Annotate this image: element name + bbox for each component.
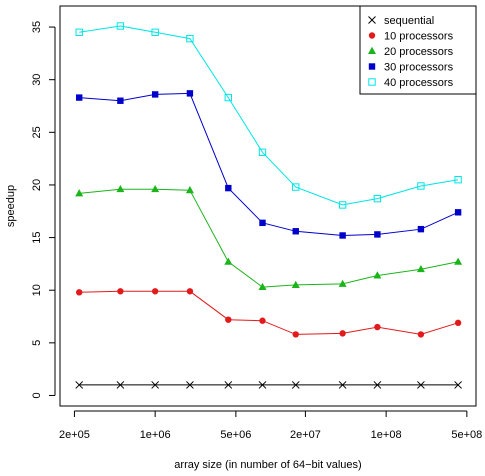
data-point: [259, 317, 266, 324]
legend-box: [359, 5, 477, 95]
data-point: [417, 182, 425, 190]
series-line: [79, 290, 459, 335]
data-point: [373, 381, 382, 389]
y-tick-label: 25: [31, 126, 43, 138]
data-point: [186, 34, 194, 43]
data-point: [76, 94, 83, 101]
data-point: [416, 264, 425, 273]
data-point: [454, 257, 463, 265]
data-point: [292, 183, 300, 191]
data-point: [373, 271, 382, 279]
legend: sequential 10 processors 20 processors 30 p…: [359, 5, 477, 95]
legend-marker: [368, 46, 376, 54]
data-point: [292, 331, 299, 338]
data-point: [224, 381, 233, 389]
data-point: [454, 381, 462, 389]
data-point: [417, 331, 425, 338]
legend-marker: [368, 63, 376, 70]
x-tick-label: 1e+08: [371, 429, 402, 441]
series-4: [75, 22, 462, 209]
legend-marker: [368, 16, 376, 24]
data-point: [291, 280, 300, 288]
legend-marker: [368, 78, 376, 86]
y-tick-label: 0: [31, 392, 43, 398]
data-point: [454, 175, 462, 184]
x-tick-label: 2e+07: [290, 429, 321, 441]
y-tick-label: 20: [31, 179, 43, 191]
data-point: [186, 288, 194, 295]
series-1: [76, 288, 462, 338]
data-point: [454, 209, 462, 216]
data-point: [258, 148, 267, 157]
series-3: [76, 90, 462, 239]
data-point: [224, 93, 233, 102]
x-tick-label: 1e+06: [140, 429, 171, 441]
data-point: [339, 330, 346, 337]
data-point: [225, 316, 232, 323]
data-point: [151, 288, 159, 295]
data-point: [417, 225, 425, 233]
series-2: [75, 184, 463, 291]
series-line: [79, 92, 459, 237]
data-point: [116, 184, 125, 193]
data-point: [151, 381, 160, 389]
y-axis-title: speedup: [5, 185, 17, 227]
y-tick-label: 15: [31, 231, 43, 243]
legend-label: 30 processors: [384, 62, 454, 74]
data-point: [258, 381, 267, 389]
x-tick-label: 5e+08: [451, 429, 482, 441]
data-point: [374, 231, 381, 238]
data-point: [116, 22, 125, 30]
data-point: [186, 90, 194, 97]
data-point: [75, 28, 83, 37]
legend-label: sequential: [384, 15, 434, 27]
data-point: [258, 282, 267, 291]
data-point: [75, 189, 84, 197]
data-point: [454, 319, 462, 327]
legend-marker: [368, 32, 376, 39]
data-point: [186, 381, 194, 389]
data-point: [225, 184, 232, 192]
data-point: [338, 201, 347, 209]
y-tick-label: 10: [31, 284, 43, 296]
data-point: [151, 91, 159, 98]
y-tick-label: 35: [31, 21, 43, 33]
data-point: [291, 381, 300, 389]
plot-frame: [59, 5, 477, 407]
data-point: [224, 257, 233, 265]
series-layer: [75, 22, 463, 389]
data-point: [76, 289, 83, 296]
y-axis: 0 5 10 15 20 25 30 35: [31, 21, 56, 399]
data-point: [374, 323, 381, 331]
data-point: [417, 381, 425, 389]
data-point: [117, 97, 124, 104]
data-point: [292, 228, 299, 235]
data-point: [116, 381, 125, 389]
y-tick-label: 30: [31, 74, 43, 86]
series-line: [79, 25, 459, 206]
data-point: [259, 219, 266, 227]
data-point: [75, 381, 84, 389]
x-tick-label: 2e+05: [59, 429, 90, 441]
data-point: [338, 279, 347, 287]
data-point: [338, 381, 347, 389]
y-tick-label: 5: [31, 340, 43, 346]
legend-label: 10 processors: [384, 31, 454, 43]
series-0: [75, 381, 462, 389]
x-tick-label: 5e+06: [220, 429, 251, 441]
legend-label: 20 processors: [384, 46, 454, 58]
data-point: [373, 194, 382, 203]
x-axis-title: array size (in number of 64−bit values): [174, 459, 361, 471]
x-axis: 2e+05 1e+06 5e+06 2e+07 1e+08 5e+08: [59, 410, 482, 441]
data-point: [151, 28, 159, 37]
data-point: [185, 186, 194, 194]
series-line: [79, 188, 459, 288]
data-point: [117, 288, 124, 295]
data-point: [151, 184, 160, 193]
data-point: [339, 232, 346, 239]
legend-label: 40 processors: [384, 77, 454, 89]
